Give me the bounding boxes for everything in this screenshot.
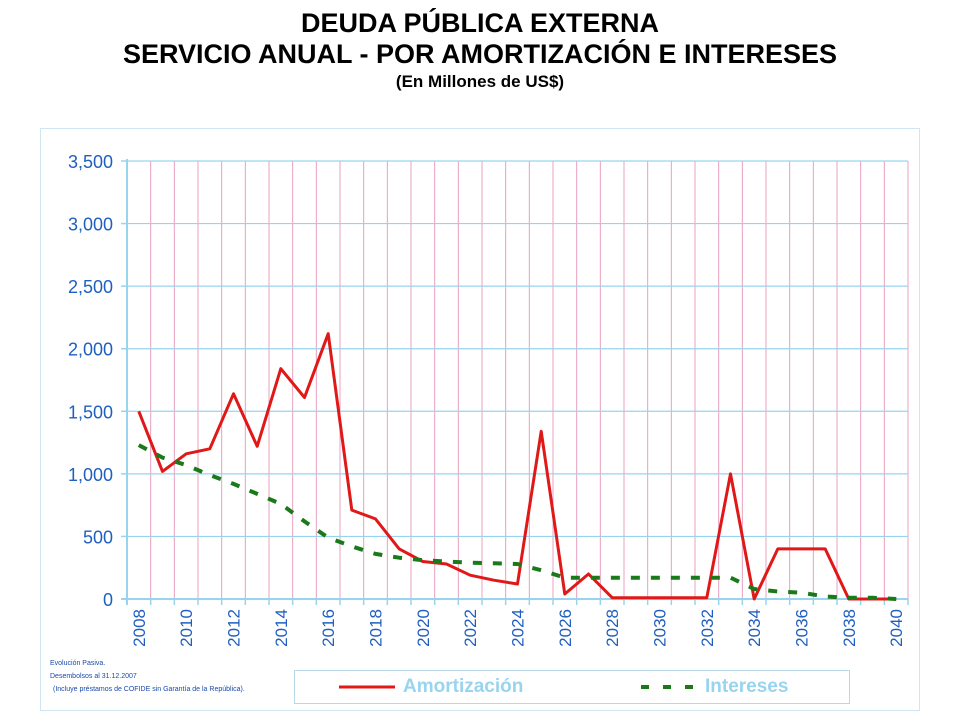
y-tick-label: 1,500 (68, 402, 113, 422)
legend-item-intereses: Intereses (641, 671, 788, 703)
y-tick-label: 3,000 (68, 215, 113, 235)
x-tick-label: 2010 (177, 609, 196, 647)
axis-layer (121, 159, 909, 605)
y-tick-label: 500 (83, 527, 113, 547)
chart-subtitle: SERVICIO ANUAL - POR AMORTIZACIÓN E INTE… (122, 39, 838, 69)
note-line-1: Evolución Pasiva. (50, 660, 106, 667)
x-tick-label: 2036 (793, 609, 812, 647)
x-tick-label: 2014 (272, 609, 291, 647)
x-tick-label: 2012 (225, 609, 244, 647)
y-tick-label: 2,500 (68, 277, 113, 297)
x-tick-label: 2032 (698, 609, 717, 647)
legend-swatch-amortizacion (339, 685, 395, 689)
y-tick-label: 2,000 (68, 340, 113, 360)
x-tick-label: 2028 (603, 609, 622, 647)
series-layer (137, 332, 897, 601)
x-tick-label: 2016 (319, 609, 338, 647)
legend-label-intereses: Intereses (705, 676, 789, 697)
chart-title: DEUDA PÚBLICA EXTERNA (300, 8, 659, 38)
chart-notes: Evolución Pasiva. Desembolsos al 31.12.2… (50, 657, 245, 696)
note-line-3: (Incluye préstamos de COFIDE sin Garantí… (53, 686, 245, 693)
x-tick-label: 2008 (130, 609, 149, 647)
legend: Amortización Intereses (294, 670, 850, 704)
chart-area-border (40, 128, 920, 711)
x-tick-label: 2030 (651, 609, 670, 647)
x-tick-label: 2022 (461, 609, 480, 647)
x-tick-label: 2034 (745, 609, 764, 647)
chart-title-block: DEUDA PÚBLICA EXTERNA SERVICIO ANUAL - P… (0, 8, 960, 93)
series-line-amortizacin (137, 332, 897, 601)
x-tick-label: 2040 (887, 609, 906, 647)
legend-label-amortizacion: Amortización (403, 676, 524, 697)
x-tick-label: 2024 (509, 609, 528, 647)
x-tick-label: 2020 (414, 609, 433, 647)
chart-units: (En Millones de US$) (395, 72, 565, 91)
series-line-intereses (137, 443, 897, 601)
x-tick-label: 2038 (840, 609, 859, 647)
y-tick-label: 0 (103, 590, 113, 610)
note-line-2: Desembolsos al 31.12.2007 (50, 673, 137, 680)
x-tick-label: 2026 (556, 609, 575, 647)
x-tick-label: 2018 (367, 609, 386, 647)
legend-item-amortizacion: Amortización (339, 671, 523, 703)
y-tick-label: 1,000 (68, 465, 113, 485)
grid-layer (127, 160, 909, 600)
label-layer: 0 500 1,000 1,500 2,000 2,500 3,000 3,500 2008 20… (68, 152, 906, 647)
legend-swatch-intereses (641, 685, 697, 689)
y-tick-label: 3,500 (68, 152, 113, 172)
